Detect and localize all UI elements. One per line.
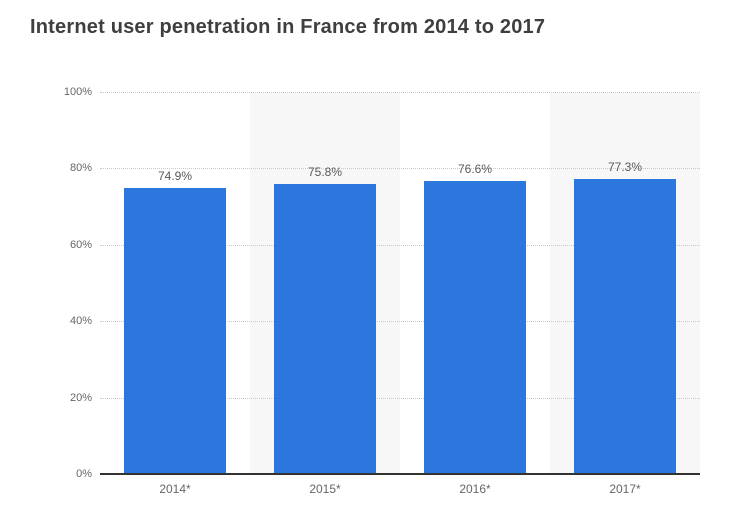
chart-title: Internet user penetration in France from… bbox=[30, 16, 546, 38]
bar-2015*[interactable] bbox=[274, 184, 376, 474]
bar-value-label-2017*: 77.3% bbox=[607, 159, 643, 174]
y-axis-tick-label-100%: 100% bbox=[63, 86, 92, 98]
bar-2017*[interactable] bbox=[574, 178, 676, 474]
x-axis-baseline bbox=[100, 473, 700, 475]
y-axis-tick-label-0%: 0% bbox=[76, 468, 92, 480]
x-axis-label-2016*: 2016* bbox=[459, 482, 491, 496]
gridline-20% bbox=[100, 397, 700, 399]
gridline-80% bbox=[100, 168, 700, 170]
x-axis-label-2017*: 2017* bbox=[609, 482, 641, 496]
x-axis-label-2014*: 2014* bbox=[159, 482, 191, 496]
bar-2014*[interactable] bbox=[124, 187, 226, 474]
y-axis-tick-label-40%: 40% bbox=[69, 315, 92, 328]
gridline-60% bbox=[100, 244, 700, 246]
gridline-40% bbox=[100, 321, 700, 323]
x-axis-label-2015*: 2015* bbox=[309, 482, 341, 496]
bar-2016*[interactable] bbox=[424, 181, 526, 474]
gridline-100% bbox=[100, 92, 700, 93]
y-axis-tick-label-60%: 60% bbox=[69, 238, 92, 251]
bar-value-label-2016*: 76.6% bbox=[457, 162, 493, 177]
bar-value-label-2015*: 75.8% bbox=[307, 165, 343, 180]
y-axis-tick-label-20%: 20% bbox=[69, 391, 92, 404]
y-axis-tick-label-80%: 80% bbox=[69, 162, 92, 175]
bar-value-label-2014*: 74.9% bbox=[157, 168, 193, 183]
